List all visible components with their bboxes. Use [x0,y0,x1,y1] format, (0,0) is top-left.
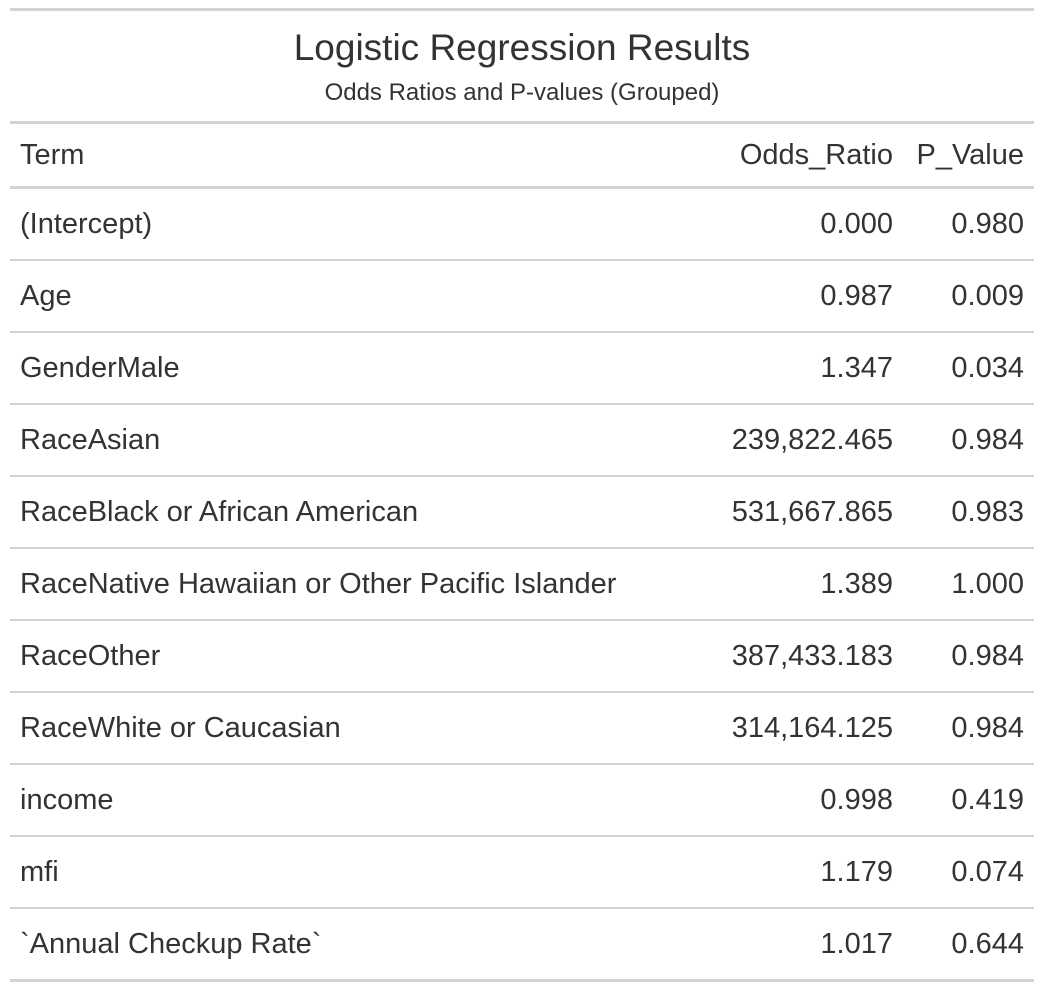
table-row: income 0.998 0.419 [10,763,1034,836]
table-subtitle: Odds Ratios and P-values (Grouped) [324,79,720,106]
cell-p-value: 0.644 [903,907,1034,979]
cell-odds-ratio: 1.179 [690,835,903,908]
cell-term: Age [10,259,690,332]
table-row: RaceAsian 239,822.465 0.984 [10,403,1034,476]
cell-odds-ratio: 0.000 [820,207,893,240]
cell-term: (Intercept) [20,207,153,240]
column-header-p-value: P_Value [903,124,1034,189]
table-row: GenderMale 1.347 0.034 [10,331,1034,404]
cell-p-value: 0.980 [951,207,1024,240]
cell-term: RaceWhite or Caucasian [10,691,690,764]
cell-p-value: 0.984 [903,619,1034,692]
table-row: (Intercept) 0.000 0.980 [10,188,1034,261]
cell-term: RaceNative Hawaiian or Other Pacific Isl… [10,547,690,620]
table-row: mfi 1.179 0.074 [10,835,1034,908]
table-row: RaceOther 387,433.183 0.984 [10,619,1034,692]
cell-odds-ratio: 0.987 [690,259,903,332]
cell-odds-ratio: 531,667.865 [690,475,903,548]
cell-odds-ratio: 314,164.125 [690,691,903,764]
cell-p-value: 1.000 [903,547,1034,620]
cell-p-value: 0.419 [903,763,1034,836]
cell-p-value: 0.009 [903,259,1034,332]
table-heading: Logistic Regression Results Odds Ratios … [10,11,1034,124]
cell-term: RaceBlack or African American [10,475,690,548]
cell-odds-ratio: 387,433.183 [690,619,903,692]
cell-term: `Annual Checkup Rate` [10,907,690,979]
results-table: Term Odds_Ratio P_Value (Intercept) 0.00… [10,124,1034,979]
cell-term: mfi [10,835,690,908]
cell-odds-ratio: 1.347 [690,331,903,404]
cell-term: income [10,763,690,836]
cell-term: RaceAsian [10,403,690,476]
header-row: Term Odds_Ratio P_Value [10,124,1034,189]
cell-odds-ratio: 0.998 [690,763,903,836]
cell-p-value: 0.074 [903,835,1034,908]
table-title: Logistic Regression Results [293,27,751,68]
cell-p-value: 0.984 [903,403,1034,476]
table-header: Term Odds_Ratio P_Value [10,124,1034,189]
cell-p-value: 0.034 [903,331,1034,404]
cell-p-value: 0.984 [903,691,1034,764]
cell-term: RaceOther [10,619,690,692]
cell-odds-ratio: 239,822.465 [690,403,903,476]
cell-p-value: 0.983 [903,475,1034,548]
table-row: Age 0.987 0.009 [10,259,1034,332]
table-body: (Intercept) 0.000 0.980 Age 0.987 0.009 … [10,188,1034,979]
results-table-container: Logistic Regression Results Odds Ratios … [10,8,1034,982]
column-header-odds-ratio: Odds_Ratio [690,124,903,189]
cell-odds-ratio: 1.017 [690,907,903,979]
cell-odds-ratio: 1.389 [690,547,903,620]
table-row: RaceBlack or African American 531,667.86… [10,475,1034,548]
table-row: RaceWhite or Caucasian 314,164.125 0.984 [10,691,1034,764]
column-header-term: Term [10,124,690,189]
table-row: RaceNative Hawaiian or Other Pacific Isl… [10,547,1034,620]
table-row: `Annual Checkup Rate` 1.017 0.644 [10,907,1034,979]
cell-term: GenderMale [10,331,690,404]
